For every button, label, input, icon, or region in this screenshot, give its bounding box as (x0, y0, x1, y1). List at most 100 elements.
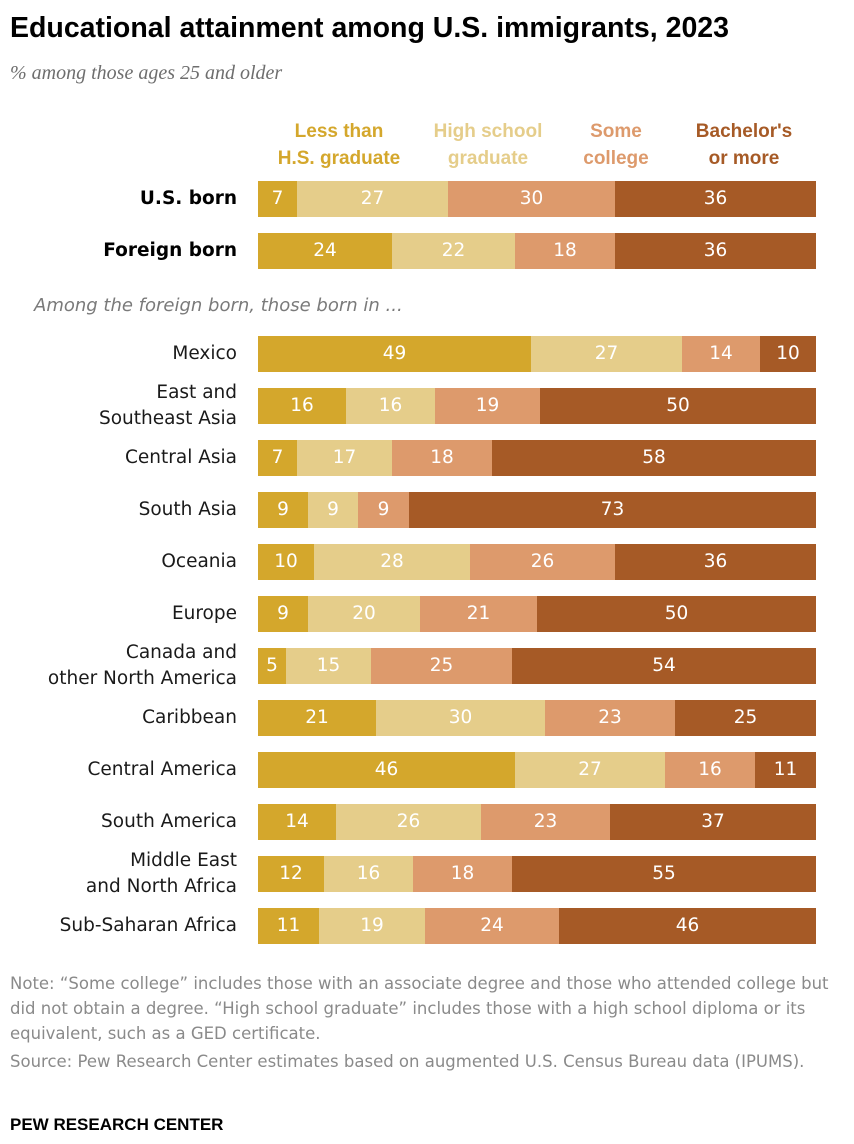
bar-segment-high-school (308, 492, 358, 528)
row-label-line: Caribbean (142, 707, 237, 728)
data-label: 16 (356, 863, 381, 884)
row-label: South Asia (139, 497, 237, 523)
row-label: Oceania (161, 549, 237, 575)
section-label: Among the foreign born, those born in ..… (34, 295, 403, 316)
bar-segment-less-than-hs (258, 700, 376, 736)
bar-segment-high-school (297, 181, 448, 217)
bar-segment-some-college (371, 648, 512, 684)
data-label: 7 (271, 188, 284, 209)
data-label: 22 (441, 240, 466, 261)
bar-segment-less-than-hs (258, 752, 515, 788)
row-label: East and Southeast Asia (99, 380, 237, 432)
chart-title: Educational attainment among U.S. immigr… (10, 12, 729, 44)
data-label: 20 (352, 603, 376, 624)
bar-segment-bachelors (512, 856, 816, 892)
row-label: South America (101, 809, 237, 835)
data-label: 49 (382, 343, 407, 364)
data-label: 27 (594, 343, 619, 364)
row-label-line: Sub-Saharan Africa (59, 915, 237, 936)
data-label: 37 (701, 811, 725, 832)
row-label: Middle East and North Africa (86, 848, 237, 900)
data-label: 14 (285, 811, 309, 832)
row-label: Foreign born (103, 238, 237, 264)
legend-line: college (583, 148, 649, 169)
data-label: 73 (600, 499, 625, 520)
data-label: 36 (703, 240, 728, 261)
data-label: 26 (530, 551, 555, 572)
legend-line: graduate (447, 148, 529, 169)
data-label: 11 (276, 915, 301, 936)
bar-segment-less-than-hs (258, 492, 308, 528)
row-label-line: Europe (171, 603, 237, 624)
data-label: 11 (773, 759, 798, 780)
data-label: 23 (533, 811, 558, 832)
data-label: 7 (271, 447, 284, 468)
bar-segment-some-college (358, 492, 409, 528)
bar-segment-some-college (545, 700, 675, 736)
data-label: 27 (360, 188, 385, 209)
row-label: Europe (172, 601, 237, 627)
data-label: 36 (703, 551, 728, 572)
data-label: 24 (313, 240, 337, 261)
row-label-line: Mexico (172, 343, 237, 364)
bar-segment-bachelors (615, 233, 816, 269)
row-label-line: Oceania (161, 551, 237, 572)
data-label: 26 (396, 811, 421, 832)
legend-line: High school (433, 121, 543, 142)
data-label: 21 (305, 707, 329, 728)
legend-line: Bachelor's (695, 121, 793, 142)
row-label: Central Asia (125, 445, 237, 471)
data-label: 50 (664, 603, 689, 624)
row-label-line: Canada and (125, 642, 237, 663)
data-label: 9 (277, 603, 289, 624)
row-label-line: Foreign born (103, 240, 237, 261)
bar-segment-high-school (376, 700, 545, 736)
data-label: 28 (380, 551, 404, 572)
bar-segment-less-than-hs (258, 544, 314, 580)
data-label: 12 (279, 863, 303, 884)
bar-segment-less-than-hs (258, 233, 392, 269)
data-label: 15 (316, 655, 341, 676)
bar-segment-less-than-hs (258, 908, 319, 944)
row-label-line: South America (101, 811, 237, 832)
row-label-line: East and (156, 382, 237, 403)
bar-segment-less-than-hs (258, 440, 297, 476)
bar-segment-bachelors (760, 336, 816, 372)
bar-segment-bachelors (492, 440, 816, 476)
row-label: U.S. born (140, 186, 237, 212)
data-label: 30 (519, 188, 544, 209)
data-label: 18 (430, 447, 454, 468)
bar-segment-high-school (531, 336, 682, 372)
row-label-line: Middle East (130, 850, 237, 871)
data-label: 21 (466, 603, 491, 624)
bar-segment-some-college (392, 440, 492, 476)
bar-segment-bachelors (615, 544, 816, 580)
bar-segment-less-than-hs (258, 648, 286, 684)
data-label: 55 (652, 863, 676, 884)
brand-logo-text: PEW RESEARCH CENTER (10, 1115, 224, 1134)
bar-segment-bachelors (540, 388, 816, 424)
legend-item-some-college: Some college (566, 118, 666, 172)
data-label: 54 (652, 655, 676, 676)
data-label: 23 (598, 707, 622, 728)
bar-segment-some-college (413, 856, 512, 892)
bar-segment-some-college (435, 388, 540, 424)
bar-segment-high-school (324, 856, 413, 892)
bar-segment-some-college (682, 336, 760, 372)
bar-segment-high-school (319, 908, 425, 944)
bar-segment-less-than-hs (258, 336, 531, 372)
data-label: 58 (642, 447, 666, 468)
bar-segment-less-than-hs (258, 856, 324, 892)
data-label: 19 (360, 915, 384, 936)
source-text: Source: Pew Research Center estimates ba… (10, 1052, 805, 1071)
bar-segment-bachelors (409, 492, 816, 528)
row-label: Canada and other North America (48, 640, 237, 692)
row-label: Central America (87, 757, 237, 783)
row-label-line: Central Asia (124, 447, 237, 468)
data-label: 9 (327, 499, 339, 520)
data-label: 25 (429, 655, 454, 676)
row-label: Caribbean (142, 705, 237, 731)
legend-item-bachelors: Bachelor's or more (676, 118, 812, 172)
bar-segment-bachelors (675, 700, 816, 736)
row-label-line: Southeast Asia (98, 408, 237, 429)
